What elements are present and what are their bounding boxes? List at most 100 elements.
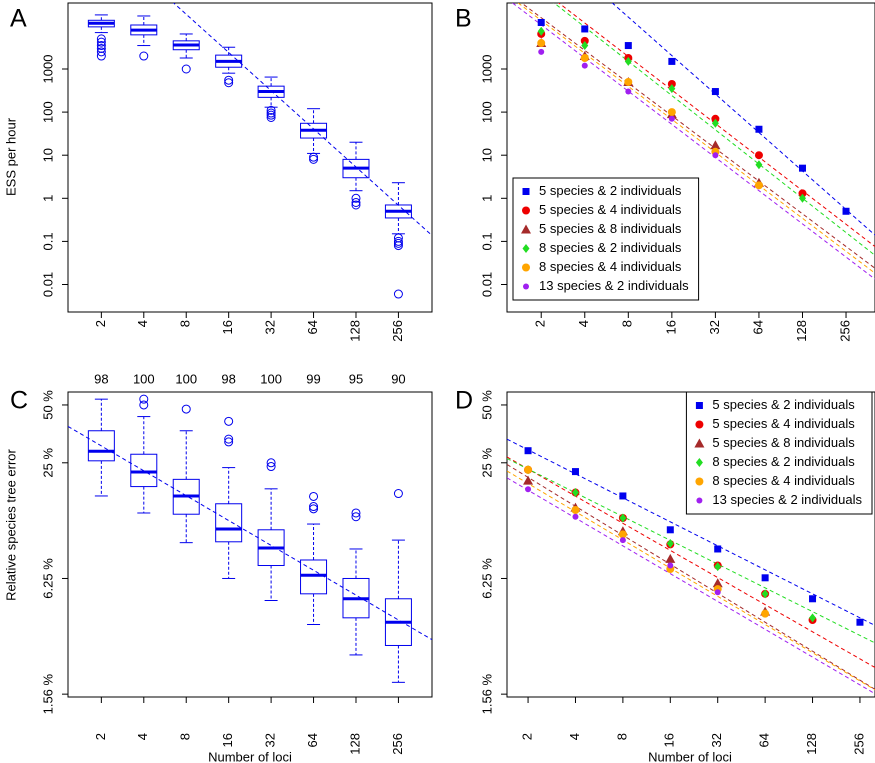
legend-label: 13 species & 2 individuals bbox=[539, 278, 689, 293]
marker-circle bbox=[538, 48, 545, 55]
box bbox=[130, 394, 158, 514]
x-tick-label: 16 bbox=[220, 320, 235, 334]
x-tick-label: 2 bbox=[533, 320, 548, 327]
panel-label: D bbox=[455, 387, 473, 415]
marker-diamond bbox=[798, 193, 806, 203]
x-tick-label: 256 bbox=[390, 733, 405, 755]
marker-square bbox=[711, 88, 719, 96]
x-tick-label: 32 bbox=[263, 733, 278, 747]
outlier bbox=[393, 289, 403, 299]
y-tick-label: 50 % bbox=[40, 390, 55, 420]
x-tick-label: 4 bbox=[135, 320, 150, 327]
marker-diamond bbox=[666, 539, 674, 549]
y-tick-label: 25 % bbox=[40, 448, 55, 478]
marker-diamond bbox=[755, 160, 763, 170]
y-axis-title: ESS per hour bbox=[3, 117, 18, 196]
trend-line bbox=[507, 438, 875, 626]
x-tick-label: 64 bbox=[305, 733, 320, 747]
y-tick-label: 1.56 % bbox=[40, 673, 55, 714]
panel: B 0.01 0.1 1 10 100 1000 2 4 8 16 32 64 128 256 5 speci… bbox=[455, 2, 875, 342]
y-tick-label: 6.25 % bbox=[40, 558, 55, 599]
y-tick-label: 1 bbox=[40, 195, 55, 202]
x-tick-label: 16 bbox=[220, 733, 235, 747]
x-tick-label: 256 bbox=[390, 320, 405, 342]
marker-circle bbox=[696, 497, 703, 504]
marker-circle bbox=[572, 513, 579, 520]
plot-frame bbox=[67, 391, 433, 698]
marker-square bbox=[571, 468, 579, 476]
box bbox=[87, 14, 115, 61]
x-axis-title: Number of loci bbox=[208, 749, 292, 763]
legend-label: 8 species & 2 individuals bbox=[539, 240, 682, 255]
outlier bbox=[351, 512, 361, 522]
marker-diamond bbox=[537, 26, 545, 36]
outlier bbox=[266, 458, 276, 468]
marker-circle bbox=[695, 477, 704, 486]
panel-label: C bbox=[10, 387, 28, 415]
legend: 5 species & 2 individuals 5 species & 4 i… bbox=[512, 177, 700, 301]
marker-diamond bbox=[809, 613, 817, 623]
panel: C Relative species tree error Number of lo… bbox=[3, 371, 433, 763]
marker-diamond bbox=[619, 513, 627, 523]
marker-diamond bbox=[695, 458, 703, 467]
marker-diamond bbox=[624, 56, 632, 66]
x-tick-label: 128 bbox=[794, 320, 809, 342]
top-value-label: 90 bbox=[391, 371, 405, 386]
x-tick-label: 8 bbox=[614, 733, 629, 740]
outlier bbox=[224, 416, 234, 426]
x-tick-label: 256 bbox=[851, 733, 866, 755]
outlier bbox=[309, 152, 319, 162]
marker-circle bbox=[618, 530, 627, 539]
marker-circle bbox=[624, 77, 633, 86]
x-tick-label: 2 bbox=[93, 320, 108, 327]
y-tick-label: 1000 bbox=[479, 55, 494, 84]
marker-square bbox=[537, 18, 545, 26]
y-tick-label: 25 % bbox=[479, 448, 494, 478]
outlier bbox=[393, 238, 403, 248]
marker-circle bbox=[711, 114, 720, 123]
outlier bbox=[139, 394, 149, 404]
box bbox=[342, 508, 370, 656]
box bbox=[172, 33, 200, 74]
trend-line bbox=[172, 3, 432, 236]
legend-label: 5 species & 8 individuals bbox=[712, 435, 855, 450]
top-value-label: 99 bbox=[306, 371, 320, 386]
outlier bbox=[266, 105, 276, 115]
outlier bbox=[351, 508, 361, 518]
outlier bbox=[96, 34, 106, 44]
outlier bbox=[309, 504, 319, 514]
marker-circle bbox=[668, 115, 675, 122]
x-tick-label: 4 bbox=[567, 733, 582, 740]
y-tick-label: 100 bbox=[479, 101, 494, 123]
marker-circle bbox=[712, 152, 719, 159]
legend-label: 5 species & 4 individuals bbox=[712, 416, 855, 431]
outlier bbox=[224, 78, 234, 88]
marker-circle bbox=[754, 151, 763, 160]
marker-diamond bbox=[668, 84, 676, 94]
x-tick-label: 2 bbox=[93, 733, 108, 740]
marker-triangle bbox=[521, 224, 531, 234]
legend-label: 13 species & 2 individuals bbox=[712, 492, 862, 507]
panel-label: B bbox=[455, 5, 472, 33]
legend-label: 5 species & 8 individuals bbox=[539, 221, 682, 236]
panel: A ESS per hour 0.01 0.1 1 10 100 1000 2 4 8 16 32 64 1… bbox=[3, 2, 433, 342]
y-tick-label: 1000 bbox=[40, 55, 55, 84]
marker-diamond bbox=[761, 589, 769, 599]
outlier bbox=[224, 437, 234, 447]
marker-square bbox=[524, 447, 532, 455]
y-tick-label: 1 bbox=[479, 195, 494, 202]
x-tick-label: 32 bbox=[709, 733, 724, 747]
outlier bbox=[96, 47, 106, 57]
y-tick-label: 10 bbox=[479, 148, 494, 162]
outlier bbox=[266, 462, 276, 472]
marker-circle bbox=[667, 79, 676, 88]
plot-frame bbox=[67, 2, 433, 313]
marker-triangle bbox=[694, 438, 705, 448]
plot-frame bbox=[506, 2, 875, 313]
outlier bbox=[351, 197, 361, 207]
x-tick-label: 32 bbox=[707, 320, 722, 334]
outlier bbox=[309, 502, 319, 512]
x-tick-label: 8 bbox=[178, 733, 193, 740]
marker-square bbox=[798, 164, 806, 172]
